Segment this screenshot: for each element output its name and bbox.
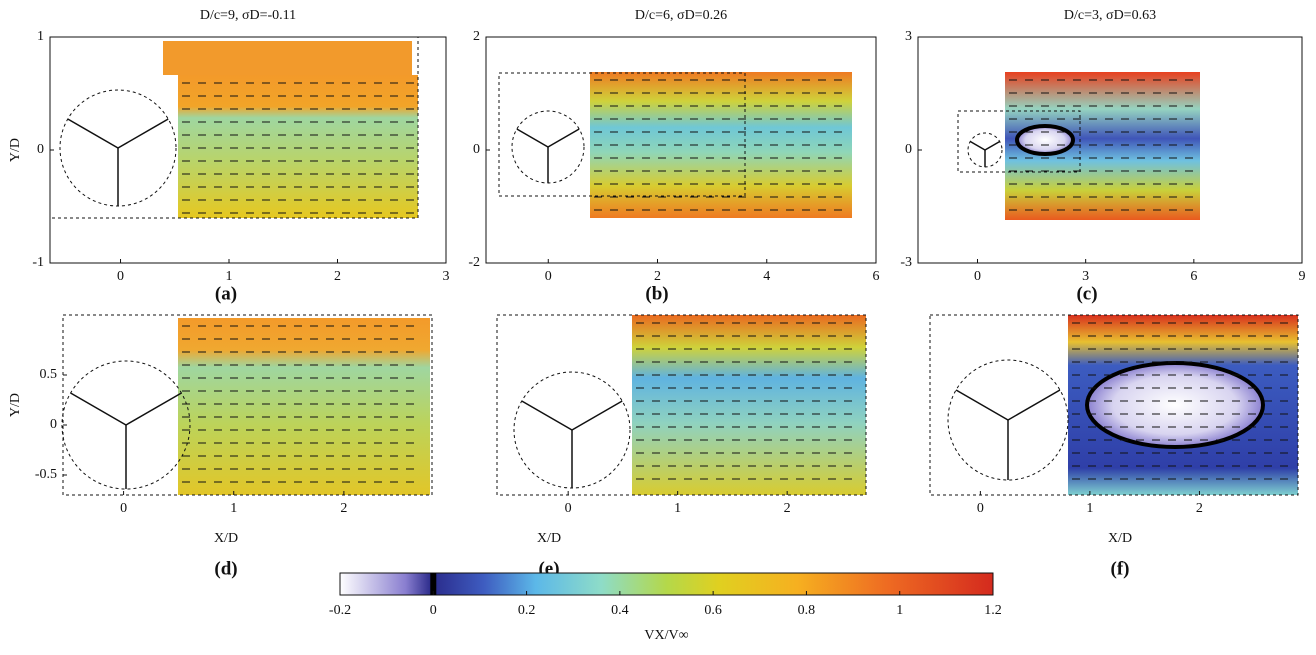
y-tick-label: -1 xyxy=(32,255,44,270)
y-tick-label: -3 xyxy=(900,255,912,270)
rotor-blade xyxy=(68,119,118,148)
colorbar xyxy=(340,573,993,595)
rotor-blade xyxy=(71,393,126,425)
y-tick-label: 0 xyxy=(473,142,480,157)
velocity-field xyxy=(178,318,430,495)
x-tick-label: 6 xyxy=(873,269,880,284)
rotor-blade xyxy=(548,129,579,147)
y-tick-label: 1 xyxy=(37,29,44,44)
x-axis-label: X/D xyxy=(214,531,238,546)
figure: 0 1 2 3 -1 0 1 D/c=9, σD=-0.11 Y/D (a) 0 2 4 6 -2 0 2 D/c… xyxy=(0,0,1316,655)
panel-label: (f) xyxy=(1111,558,1130,579)
x-tick-label: 0 xyxy=(117,269,124,284)
colorbar-label: VX/V∞ xyxy=(644,628,688,643)
x-tick-label: 0 xyxy=(545,269,552,284)
panel-label: (c) xyxy=(1076,283,1097,304)
panel-title: D/c=6, σD=0.26 xyxy=(635,8,727,23)
rotor-blade xyxy=(572,401,622,430)
x-tick-label: 0 xyxy=(974,269,981,284)
y-tick-label: -2 xyxy=(468,255,480,270)
colorbar-tick-label: 0.2 xyxy=(518,603,536,618)
x-tick-label: 2 xyxy=(340,501,347,516)
x-tick-label: 1 xyxy=(674,501,681,516)
y-tick-label: 0 xyxy=(37,142,44,157)
rotor-blade xyxy=(522,401,572,430)
y-tick-label: -0.5 xyxy=(35,467,57,482)
x-tick-label: 0 xyxy=(977,501,984,516)
velocity-field xyxy=(632,315,866,495)
rotor-blade xyxy=(970,142,985,151)
rotor-blade xyxy=(118,119,168,148)
panel-label: (b) xyxy=(645,283,668,304)
colorbar-tick-label: 0.6 xyxy=(704,603,722,618)
x-tick-label: 4 xyxy=(763,269,770,284)
x-tick-label: 2 xyxy=(334,269,341,284)
panel-label: (d) xyxy=(214,558,237,579)
y-axis-label: Y/D xyxy=(8,138,23,162)
recirculation-zone xyxy=(1017,126,1073,154)
velocity-field xyxy=(163,41,412,75)
x-axis-label: X/D xyxy=(537,531,561,546)
x-tick-label: 0 xyxy=(120,501,127,516)
y-tick-label: 0 xyxy=(905,142,912,157)
y-tick-label: 0 xyxy=(50,417,57,432)
y-tick-label: 2 xyxy=(473,29,480,44)
x-tick-label: 9 xyxy=(1299,269,1306,284)
rotor-blade xyxy=(956,390,1008,420)
x-tick-label: 6 xyxy=(1190,269,1197,284)
colorbar-tick-label: 1 xyxy=(896,603,903,618)
rotor-blade xyxy=(517,129,548,147)
rotor-blade xyxy=(126,393,181,425)
y-axis-label: Y/D xyxy=(8,393,23,417)
rotor-blade xyxy=(985,142,1000,151)
x-tick-label: 2 xyxy=(1196,501,1203,516)
x-tick-label: 0 xyxy=(565,501,572,516)
colorbar-tick-label: -0.2 xyxy=(329,603,351,618)
x-tick-label: 2 xyxy=(784,501,791,516)
x-tick-label: 2 xyxy=(654,269,661,284)
colorbar-tick-label: 0.4 xyxy=(611,603,629,618)
rotor-blade xyxy=(1008,390,1060,420)
x-tick-label: 1 xyxy=(1086,501,1093,516)
x-tick-label: 1 xyxy=(230,501,237,516)
x-tick-label: 3 xyxy=(443,269,450,284)
colorbar-tick-label: 0.8 xyxy=(798,603,816,618)
y-tick-label: 0.5 xyxy=(40,367,58,382)
panel-title: D/c=3, σD=0.63 xyxy=(1064,8,1156,23)
colorbar-tick-label: 1.2 xyxy=(984,603,1002,618)
x-axis-label: X/D xyxy=(1108,531,1132,546)
x-tick-label: 1 xyxy=(226,269,233,284)
colorbar-tick-label: 0 xyxy=(430,603,437,618)
panel-label: (a) xyxy=(215,283,237,304)
recirculation-zone xyxy=(1087,363,1263,447)
y-tick-label: 3 xyxy=(905,29,912,44)
panel-title: D/c=9, σD=-0.11 xyxy=(200,8,296,23)
x-tick-label: 3 xyxy=(1082,269,1089,284)
